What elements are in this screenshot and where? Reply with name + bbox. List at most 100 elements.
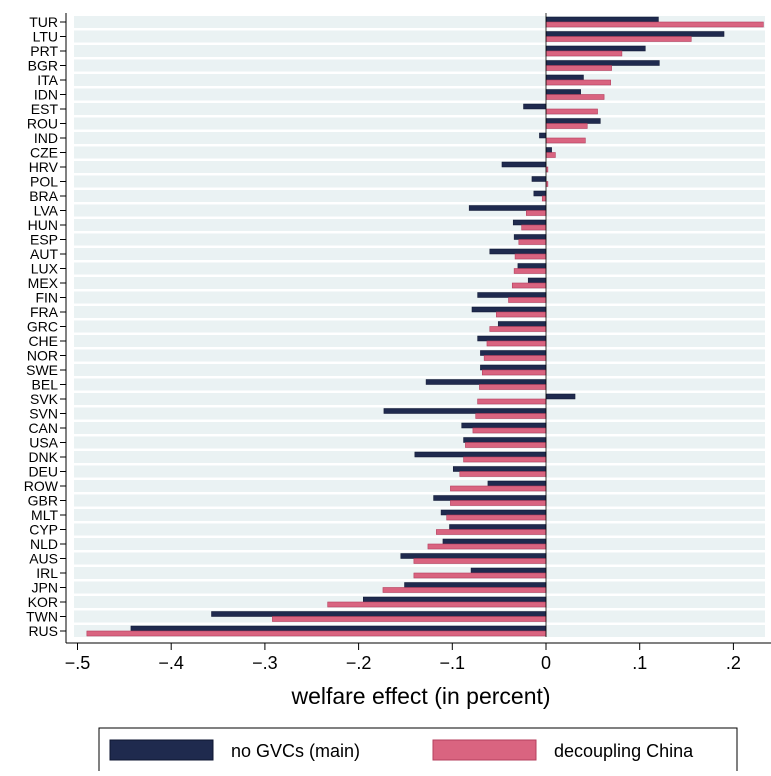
bar-decoupling-china-svk	[477, 398, 547, 405]
bar-decoupling-china-cyp	[436, 529, 547, 535]
bar-no-gvcs-cze	[545, 147, 552, 153]
y-tick-label-ita: ITA	[37, 72, 58, 88]
bar-decoupling-china-ita	[545, 79, 611, 86]
bar-decoupling-china-esp	[518, 239, 547, 245]
bar-no-gvcs-irl	[470, 567, 547, 574]
bar-no-gvcs-bra	[533, 190, 547, 197]
x-tick-label: −.2	[346, 653, 372, 673]
y-tick-label-bra: BRA	[29, 188, 58, 204]
bar-no-gvcs-che	[477, 335, 547, 342]
bar-no-gvcs-svn	[383, 408, 547, 414]
bar-decoupling-china-deu	[459, 471, 547, 477]
x-axis: −.5 −.4 −.3 −.2 −.1 0 .1 .2	[65, 13, 771, 673]
row-band	[74, 248, 765, 260]
bar-no-gvcs-nld	[442, 538, 547, 545]
row-band	[74, 364, 765, 376]
y-tick-label-fin: FIN	[35, 290, 58, 306]
bar-decoupling-china-bgr	[545, 65, 612, 71]
y-tick-label-row: ROW	[24, 478, 59, 494]
y-tick-label-aus: AUS	[29, 551, 58, 567]
bar-decoupling-china-can	[472, 427, 547, 434]
row-band	[74, 291, 765, 304]
bar-no-gvcs-svk	[545, 393, 576, 400]
bar-no-gvcs-rus	[130, 625, 547, 632]
y-tick-label-che: CHE	[28, 333, 58, 349]
legend-box	[98, 727, 738, 773]
y-tick-label-tur: TUR	[29, 14, 58, 30]
bar-decoupling-china-gbr	[450, 500, 547, 506]
y-tick-label-pol: POL	[30, 174, 58, 190]
y-tick-label-idn: IDN	[34, 87, 58, 103]
bar-no-gvcs-lva	[468, 205, 547, 211]
row-band	[74, 262, 765, 275]
y-tick-label-twn: TWN	[26, 609, 58, 625]
bar-no-gvcs-ita	[545, 74, 584, 81]
y-tick-label-dnk: DNK	[28, 449, 58, 465]
bar-decoupling-china-fra	[496, 311, 547, 318]
bar-decoupling-china-lux	[513, 268, 547, 274]
bar-decoupling-china-svn	[475, 413, 547, 419]
bar-decoupling-china-idn	[545, 94, 605, 100]
bar-no-gvcs-esp	[513, 234, 547, 240]
bar-decoupling-china-irl	[413, 572, 547, 579]
bar-decoupling-china-rus	[86, 630, 547, 637]
row-band	[74, 233, 765, 246]
y-tick-label-mlt: MLT	[31, 507, 58, 523]
row-band	[74, 335, 765, 347]
bar-no-gvcs-hun	[512, 219, 547, 226]
bar-no-gvcs-gbr	[433, 495, 547, 501]
row-band	[74, 45, 765, 57]
bar-decoupling-china-mlt	[446, 514, 547, 521]
legend-label-decoupling-china: decoupling China	[554, 741, 694, 761]
row-band	[74, 219, 765, 231]
bar-decoupling-china-est	[545, 108, 598, 115]
y-tick-label-lva: LVA	[34, 203, 59, 219]
bar-no-gvcs-jpn	[404, 582, 547, 588]
row-band	[74, 494, 765, 507]
bar-no-gvcs-rou	[545, 118, 601, 124]
bar-no-gvcs-mex	[527, 277, 547, 284]
x-tick-label: .2	[726, 653, 741, 673]
row-band	[74, 146, 765, 159]
row-band	[74, 465, 765, 478]
row-band	[74, 59, 765, 72]
bar-no-gvcs-row	[487, 480, 547, 487]
bar-decoupling-china-hun	[521, 224, 547, 231]
y-tick-label-gbr: GBR	[28, 493, 58, 509]
y-tick-label-nld: NLD	[30, 536, 58, 552]
y-tick-label-nor: NOR	[27, 348, 58, 364]
bar-decoupling-china-fin	[508, 297, 547, 303]
row-band	[74, 161, 765, 173]
y-tick-label-rus: RUS	[28, 623, 58, 639]
bar-decoupling-china-tur	[545, 21, 764, 28]
bar-decoupling-china-twn	[272, 616, 547, 622]
bar-decoupling-china-swe	[481, 369, 547, 376]
row-band	[74, 306, 765, 318]
y-tick-label-usa: USA	[29, 435, 58, 451]
y-tick-label-lux: LUX	[31, 261, 59, 277]
bar-decoupling-china-aus	[413, 558, 547, 564]
bar-decoupling-china-mex	[511, 282, 547, 289]
bar-decoupling-china-prt	[545, 50, 623, 57]
bar-no-gvcs-aus	[400, 553, 547, 559]
bar-decoupling-china-nld	[427, 543, 547, 550]
row-band	[74, 132, 765, 144]
y-tick-label-mex: MEX	[28, 275, 59, 291]
y-tick-label-bgr: BGR	[28, 58, 58, 74]
bar-no-gvcs-kor	[363, 596, 547, 603]
bar-decoupling-china-grc	[489, 326, 547, 332]
bar-no-gvcs-tur	[545, 16, 659, 23]
row-band	[74, 349, 765, 362]
bar-decoupling-china-bra	[541, 195, 547, 202]
y-tick-label-svn: SVN	[29, 406, 58, 422]
row-band	[74, 538, 765, 550]
y-tick-label-jpn: JPN	[32, 580, 58, 596]
row-band	[74, 393, 765, 405]
row-band	[74, 436, 765, 449]
plot-bars	[86, 13, 764, 637]
row-band	[74, 74, 765, 86]
row-band	[74, 320, 765, 333]
bar-no-gvcs-fin	[477, 292, 547, 298]
